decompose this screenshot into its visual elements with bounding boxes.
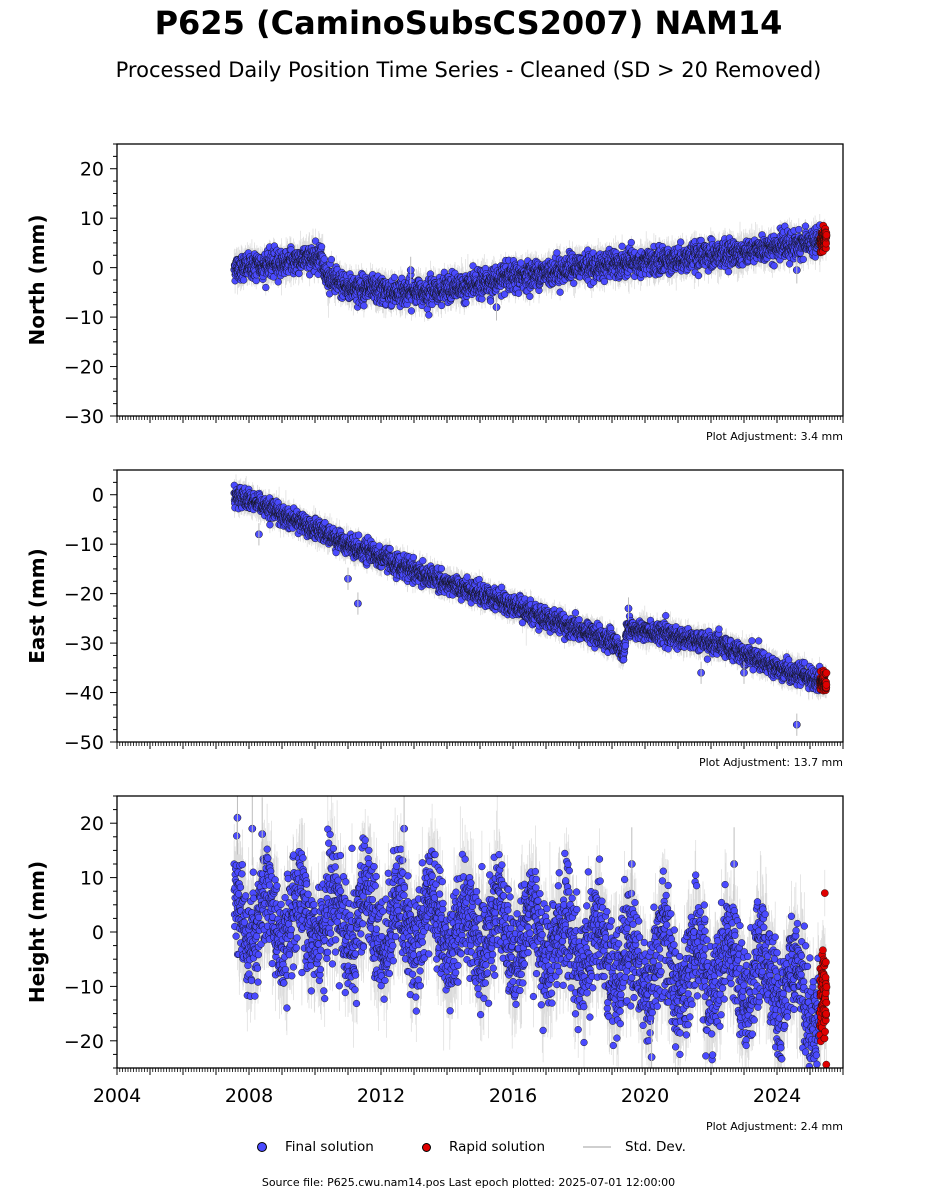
rapid-point	[822, 231, 831, 239]
final-point	[240, 276, 248, 284]
final-point	[478, 295, 486, 303]
y-tick-label: 10	[80, 208, 104, 230]
final-point	[462, 299, 470, 307]
final-point	[556, 288, 564, 296]
std-dev-bars	[233, 474, 827, 701]
final-point	[526, 292, 534, 301]
y-tick-label: −10	[64, 307, 104, 329]
final-point	[677, 238, 685, 246]
final-point	[327, 255, 336, 264]
panel-0: 20 10 0 −10 −20 −30 North (mm) Plot Adjustment:…	[25, 143, 844, 443]
final-point	[386, 545, 394, 553]
final-point	[390, 273, 399, 282]
final-point	[437, 564, 446, 573]
final-point	[262, 283, 270, 292]
final-point	[311, 237, 320, 245]
final-point	[618, 242, 626, 250]
plot-adjustment-label: Plot Adjustment: 3.4 mm	[706, 430, 843, 443]
final-point	[724, 268, 733, 276]
data-points	[230, 221, 831, 319]
y-tick-label: −20	[64, 357, 104, 379]
final-point	[407, 307, 416, 315]
final-point	[801, 222, 810, 230]
final-point	[317, 243, 326, 251]
final-point	[627, 238, 635, 247]
final-point	[409, 553, 418, 562]
final-point	[274, 278, 282, 286]
final-point	[360, 302, 368, 310]
chart-title: P625 (CaminoSubsCS2007) NAM14	[154, 4, 783, 42]
final-point	[795, 225, 803, 234]
final-point	[799, 255, 807, 264]
final-point	[320, 255, 328, 263]
data-points	[230, 481, 831, 729]
final-point	[266, 521, 274, 529]
final-point	[517, 259, 525, 267]
y-tick-label: 0	[92, 258, 104, 280]
final-point	[570, 279, 578, 287]
final-point	[355, 531, 363, 539]
y-tick-label: −30	[64, 406, 104, 428]
final-point	[770, 262, 778, 270]
final-point	[514, 289, 523, 297]
final-point	[486, 297, 495, 305]
final-point	[425, 311, 433, 319]
final-point	[437, 301, 446, 310]
y-tick-label: 20	[80, 159, 104, 181]
final-point	[295, 269, 303, 278]
chart-subtitle: Processed Daily Position Time Series - C…	[115, 58, 822, 82]
final-point	[694, 271, 703, 280]
y-axis-label: North (mm)	[25, 214, 49, 345]
final-point	[419, 557, 427, 565]
final-point	[553, 249, 561, 257]
